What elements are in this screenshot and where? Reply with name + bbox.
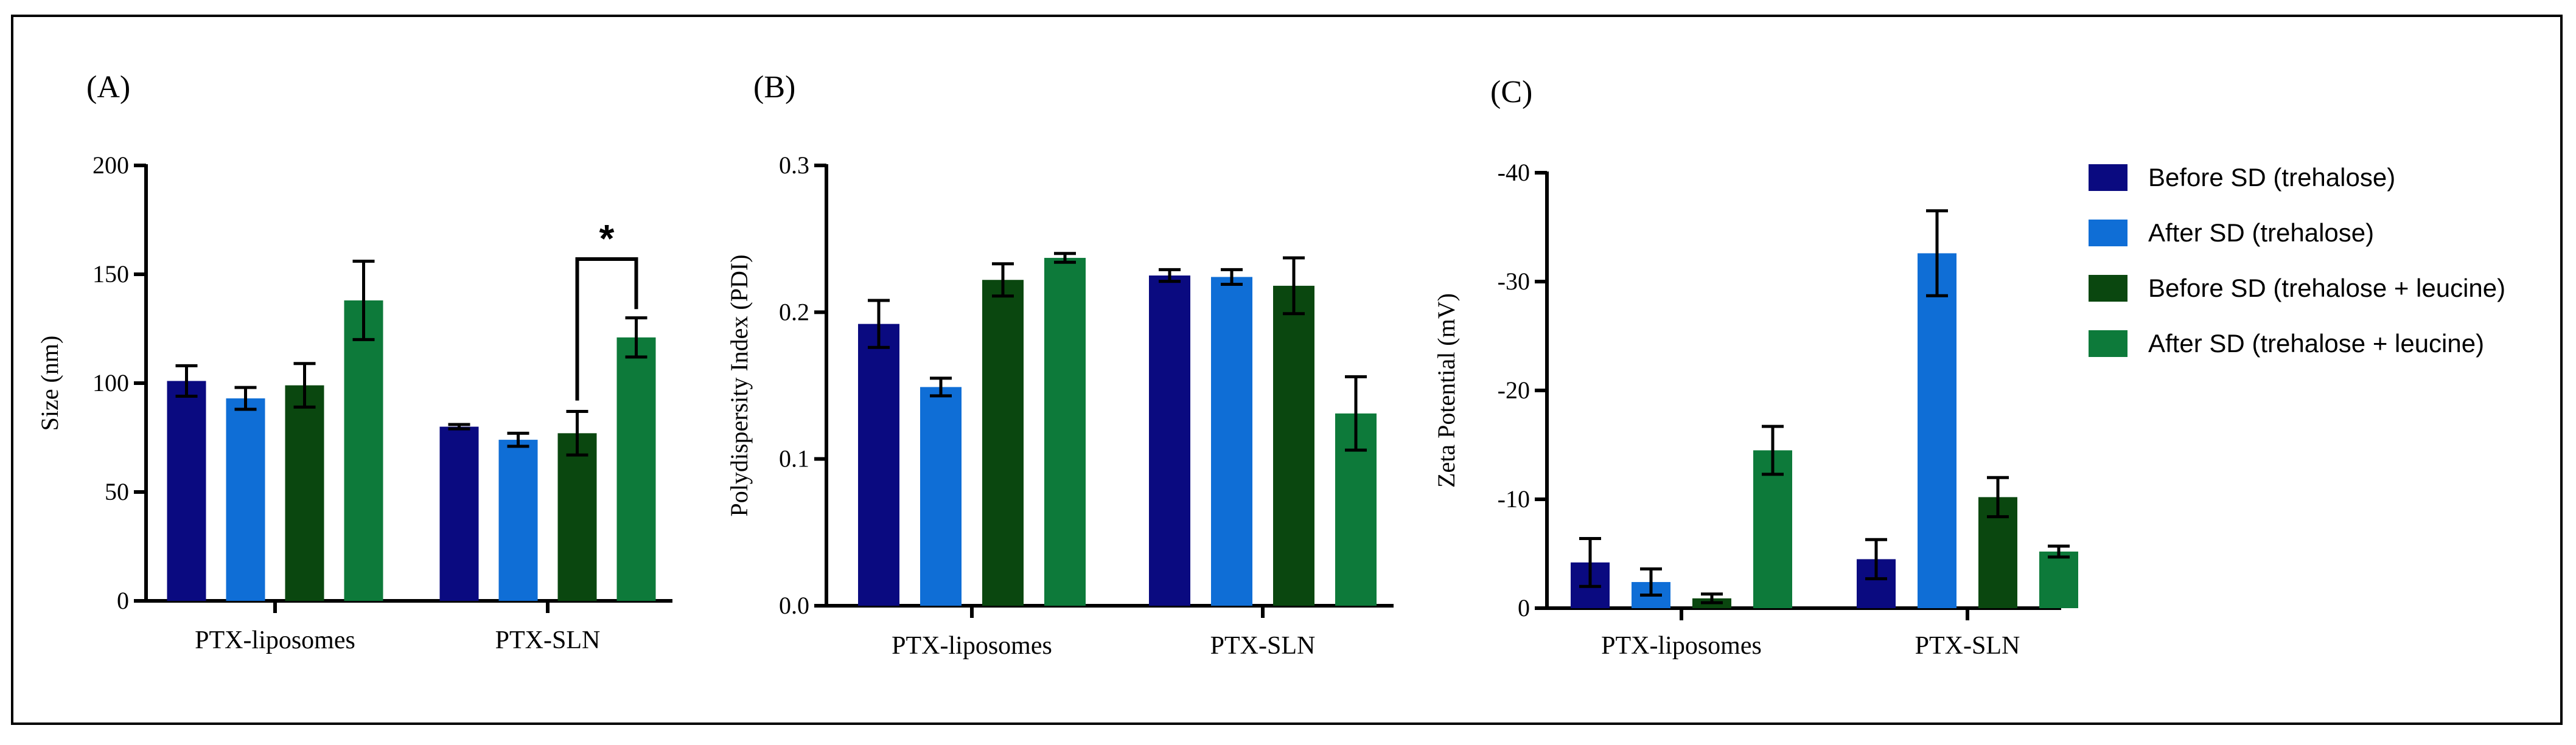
y-tick-label: 150 [92,260,129,288]
bar [1149,275,1190,606]
bar [1044,258,1086,606]
panel-2: (C) Zeta Potential (mV) 0 -10 -20 -30 -40 PTX-l… [1433,75,2078,660]
x-tick-label: PTX-SLN [1210,632,1316,660]
bar [858,324,899,606]
significance-bracket [575,257,638,401]
y-tick-label: 0.2 [779,298,809,325]
y-tick-label: 0.3 [779,151,809,179]
bar [1918,253,1956,609]
legend-label: Before SD (trehalose) [2148,163,2395,192]
bar [557,433,597,601]
legend-swatch [2089,275,2127,302]
bar [1211,277,1252,606]
x-tick-label: PTX-liposomes [1601,632,1762,660]
y-axis-label: Size (nm) [36,336,63,431]
y-tick-label: 0 [117,587,129,614]
legend-label: After SD (trehalose) [2148,218,2374,247]
bar [1753,450,1792,608]
panel-label: (A) [86,70,130,105]
y-tick-label: -40 [1498,159,1530,186]
y-tick-label: 200 [92,151,129,179]
x-tick-label: PTX-liposomes [195,626,355,654]
bar [2039,551,2078,608]
legend: Before SD (trehalose) After SD (trehalose… [2089,163,2505,358]
bar [344,300,383,601]
bar [167,381,206,601]
y-axis-label: Zeta Potential (mV) [1433,293,1460,488]
x-tick-label: PTX-SLN [1915,632,2020,660]
bar [1273,285,1314,606]
legend-label: Before SD (trehalose + leucine) [2148,274,2505,302]
legend-swatch [2089,164,2127,191]
x-tick-label: PTX-liposomes [892,632,1052,660]
y-tick-label: 0.0 [779,592,809,619]
legend-swatch [2089,220,2127,246]
legend-label: After SD (trehalose + leucine) [2148,329,2484,358]
x-tick-label: PTX-SLN [495,626,601,654]
bar [920,387,962,606]
y-tick-label: 0.1 [779,445,809,473]
y-tick-label: -10 [1498,485,1530,513]
y-tick-label: -30 [1498,268,1530,295]
significance-star: * [599,217,615,260]
y-tick-label: 100 [92,369,129,397]
panel-label: (C) [1490,75,1532,109]
y-tick-label: 50 [105,478,129,505]
panel-1: (B) Polydispersity Index (PDI) 0.0 0.1 0.2 0.… [725,70,1394,660]
panel-label: (B) [753,70,795,105]
bar [616,337,656,601]
bar [226,398,265,601]
bar [439,426,479,601]
legend-swatch [2089,330,2127,357]
y-tick-label: 0 [1518,594,1530,622]
panel-0: (A) Size (nm) 0 50 100 150 200 PTX-liposomes PTX… [36,70,672,654]
figure-frame [11,15,2563,725]
bar [285,385,324,601]
bar [982,280,1024,606]
y-tick-label: -20 [1498,376,1530,404]
bar [498,440,538,601]
y-axis-label: Polydispersity Index (PDI) [725,254,753,516]
